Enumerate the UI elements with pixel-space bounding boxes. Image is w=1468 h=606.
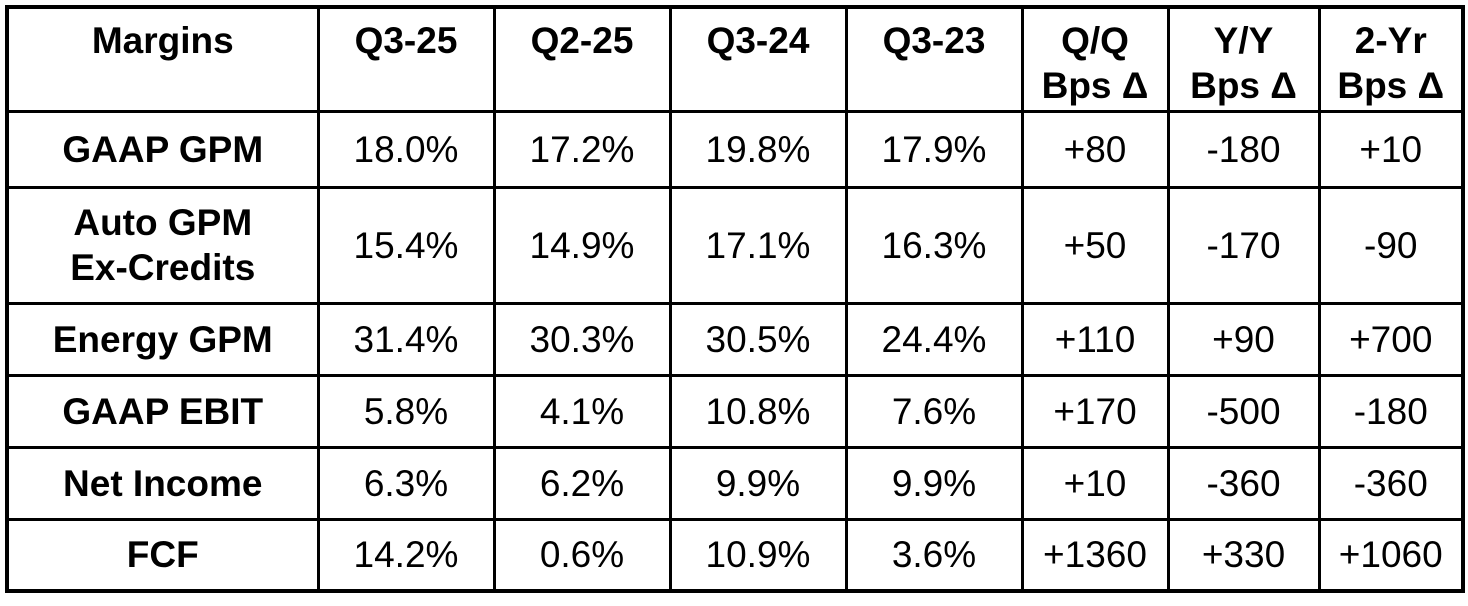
row-label-auto-gpm-ex-credits: Auto GPM Ex-Credits [5,185,320,305]
col-header-qq-bps-delta: Q/Q Bps Δ [1020,5,1170,113]
table-cell: -500 [1166,373,1321,449]
table-cell: 9.9% [668,445,848,521]
table-cell: +10 [1317,109,1465,189]
table-cell: +1360 [1020,517,1170,593]
table-cell: 30.3% [492,301,672,377]
table-cell: 31.4% [316,301,496,377]
row-label-gaap-ebit: GAAP EBIT [5,373,320,449]
table-row-energy-gpm: Energy GPM 31.4% 30.3% 30.5% 24.4% +110 … [5,301,1465,377]
table-cell: 16.3% [844,185,1024,305]
table-cell: 19.8% [668,109,848,189]
row-label-net-income: Net Income [5,445,320,521]
table-cell: 10.9% [668,517,848,593]
table-cell: 14.2% [316,517,496,593]
table-cell: -360 [1317,445,1465,521]
table-row-fcf: FCF 14.2% 0.6% 10.9% 3.6% +1360 +330 +10… [5,517,1465,593]
table-cell: 24.4% [844,301,1024,377]
table-row-net-income: Net Income 6.3% 6.2% 9.9% 9.9% +10 -360 … [5,445,1465,521]
table-cell: 0.6% [492,517,672,593]
col-header-q3-24: Q3-24 [668,5,848,113]
table-row-gaap-gpm: GAAP GPM 18.0% 17.2% 19.8% 17.9% +80 -18… [5,109,1465,189]
table-cell: 30.5% [668,301,848,377]
col-header-q2-25: Q2-25 [492,5,672,113]
col-header-2yr-bps-delta: 2-Yr Bps Δ [1317,5,1465,113]
header-row: Margins Q3-25 Q2-25 Q3-24 Q3-23 Q/Q Bps … [5,5,1465,113]
table-cell: 17.2% [492,109,672,189]
col-header-q3-23: Q3-23 [844,5,1024,113]
col-header-margins: Margins [5,5,320,113]
table-cell: -180 [1166,109,1321,189]
row-label-energy-gpm: Energy GPM [5,301,320,377]
table-cell: 7.6% [844,373,1024,449]
table-cell: 17.1% [668,185,848,305]
table-cell: +700 [1317,301,1465,377]
table-cell: +90 [1166,301,1321,377]
table-cell: 14.9% [492,185,672,305]
table-cell: +170 [1020,373,1170,449]
col-header-yy-bps-delta: Y/Y Bps Δ [1166,5,1321,113]
row-label-gaap-gpm: GAAP GPM [5,109,320,189]
table-cell: -360 [1166,445,1321,521]
table-cell: -90 [1317,185,1465,305]
table-cell: -180 [1317,373,1465,449]
margins-table: Margins Q3-25 Q2-25 Q3-24 Q3-23 Q/Q Bps … [5,5,1465,593]
table-cell: +50 [1020,185,1170,305]
table-cell: +1060 [1317,517,1465,593]
table-cell: 18.0% [316,109,496,189]
table-cell: 4.1% [492,373,672,449]
table-cell: -170 [1166,185,1321,305]
table-cell: 6.3% [316,445,496,521]
table-cell: +80 [1020,109,1170,189]
col-header-q3-25: Q3-25 [316,5,496,113]
table-cell: 9.9% [844,445,1024,521]
row-label-fcf: FCF [5,517,320,593]
table-cell: +10 [1020,445,1170,521]
table-row-gaap-ebit: GAAP EBIT 5.8% 4.1% 10.8% 7.6% +170 -500… [5,373,1465,449]
table-cell: +330 [1166,517,1321,593]
table-row-auto-gpm-ex-credits: Auto GPM Ex-Credits 15.4% 14.9% 17.1% 16… [5,185,1465,305]
table-cell: 5.8% [316,373,496,449]
table-cell: 15.4% [316,185,496,305]
table-cell: 17.9% [844,109,1024,189]
table-cell: 10.8% [668,373,848,449]
table-cell: 3.6% [844,517,1024,593]
table-cell: +110 [1020,301,1170,377]
table-cell: 6.2% [492,445,672,521]
